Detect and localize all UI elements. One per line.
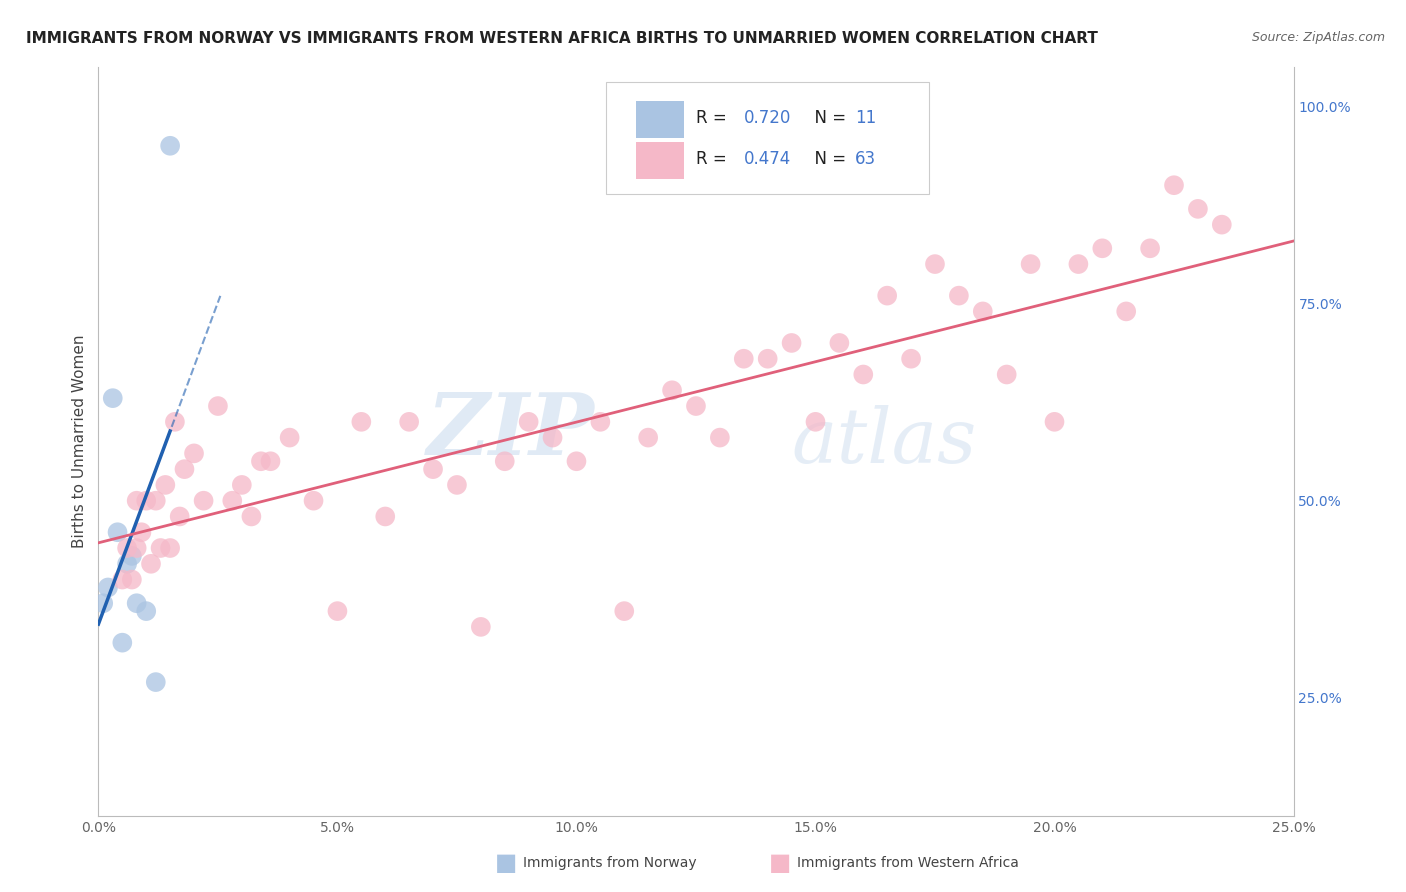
Point [115, 541, 138, 555]
Point [446, 478, 468, 492]
Text: 63: 63 [855, 150, 876, 168]
FancyBboxPatch shape [637, 142, 685, 179]
Text: N =: N = [804, 150, 851, 168]
Point [565, 454, 588, 468]
Point [163, 415, 186, 429]
Point [97, 581, 120, 595]
Point [398, 415, 420, 429]
Point [1067, 257, 1090, 271]
Point [221, 493, 243, 508]
Point [240, 509, 263, 524]
Point [1187, 202, 1209, 216]
Point [145, 675, 167, 690]
Point [541, 431, 564, 445]
Point [159, 541, 181, 555]
Point [326, 604, 349, 618]
Text: Source: ZipAtlas.com: Source: ZipAtlas.com [1251, 31, 1385, 45]
Point [101, 391, 124, 405]
Point [125, 596, 148, 610]
Point [91, 596, 114, 610]
Point [1115, 304, 1137, 318]
Point [302, 493, 325, 508]
Point [121, 549, 143, 563]
Point [780, 335, 803, 350]
Point [155, 478, 177, 492]
Point [995, 368, 1018, 382]
Point [193, 493, 215, 508]
Point [111, 635, 134, 649]
Point [924, 257, 946, 271]
Point [169, 509, 191, 524]
Point [517, 415, 540, 429]
Point [1211, 218, 1233, 232]
Point [733, 351, 755, 366]
Text: ■: ■ [495, 851, 517, 874]
Point [613, 604, 636, 618]
Point [1163, 178, 1185, 193]
Text: ZIP: ZIP [426, 389, 595, 472]
Text: Immigrants from Norway: Immigrants from Norway [523, 855, 696, 870]
Point [1043, 415, 1066, 429]
Point [259, 454, 281, 468]
Point [183, 446, 205, 460]
Point [125, 493, 148, 508]
Point [685, 399, 707, 413]
Point [131, 525, 153, 540]
Text: 0.720: 0.720 [744, 109, 792, 127]
Text: N =: N = [804, 109, 851, 127]
Point [374, 509, 396, 524]
FancyBboxPatch shape [637, 101, 685, 138]
Point [637, 431, 659, 445]
Point [111, 573, 134, 587]
Point [852, 368, 875, 382]
Point [1091, 241, 1114, 255]
Point [709, 431, 731, 445]
Point [876, 288, 898, 302]
Point [756, 351, 779, 366]
Point [494, 454, 516, 468]
Text: R =: R = [696, 109, 733, 127]
Text: atlas: atlas [792, 405, 977, 478]
Point [900, 351, 922, 366]
FancyBboxPatch shape [606, 82, 929, 194]
Point [125, 541, 148, 555]
Point [350, 415, 373, 429]
Point [589, 415, 612, 429]
Text: Immigrants from Western Africa: Immigrants from Western Africa [797, 855, 1019, 870]
Point [1019, 257, 1042, 271]
Point [173, 462, 195, 476]
Point [121, 573, 143, 587]
Point [115, 557, 138, 571]
Point [250, 454, 273, 468]
Point [804, 415, 827, 429]
Point [1139, 241, 1161, 255]
Point [948, 288, 970, 302]
Point [470, 620, 492, 634]
Y-axis label: Births to Unmarried Women: Births to Unmarried Women [72, 334, 87, 549]
Text: R =: R = [696, 150, 733, 168]
Point [107, 525, 129, 540]
Text: 11: 11 [855, 109, 876, 127]
Text: 0.474: 0.474 [744, 150, 792, 168]
Point [149, 541, 172, 555]
Point [135, 493, 157, 508]
Point [231, 478, 253, 492]
Point [278, 431, 301, 445]
Point [661, 384, 683, 398]
Text: ■: ■ [769, 851, 792, 874]
Text: IMMIGRANTS FROM NORWAY VS IMMIGRANTS FROM WESTERN AFRICA BIRTHS TO UNMARRIED WOM: IMMIGRANTS FROM NORWAY VS IMMIGRANTS FRO… [27, 31, 1098, 46]
Point [139, 557, 162, 571]
Point [972, 304, 994, 318]
Point [145, 493, 167, 508]
Point [207, 399, 229, 413]
Point [135, 604, 157, 618]
Point [422, 462, 444, 476]
Point [828, 335, 851, 350]
Point [159, 138, 181, 153]
